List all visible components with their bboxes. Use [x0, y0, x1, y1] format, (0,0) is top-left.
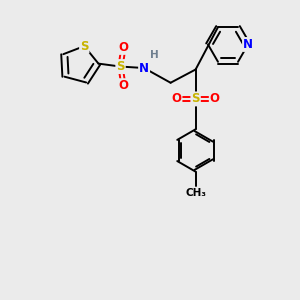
Text: S: S [191, 92, 200, 105]
Text: O: O [172, 92, 182, 105]
Text: S: S [116, 60, 125, 73]
Text: O: O [210, 92, 220, 105]
Text: H: H [150, 50, 159, 60]
Text: O: O [118, 79, 128, 92]
Text: S: S [80, 40, 88, 52]
Text: N: N [243, 38, 253, 51]
Text: O: O [118, 41, 128, 54]
Text: CH₃: CH₃ [185, 188, 206, 198]
Text: N: N [139, 61, 149, 74]
